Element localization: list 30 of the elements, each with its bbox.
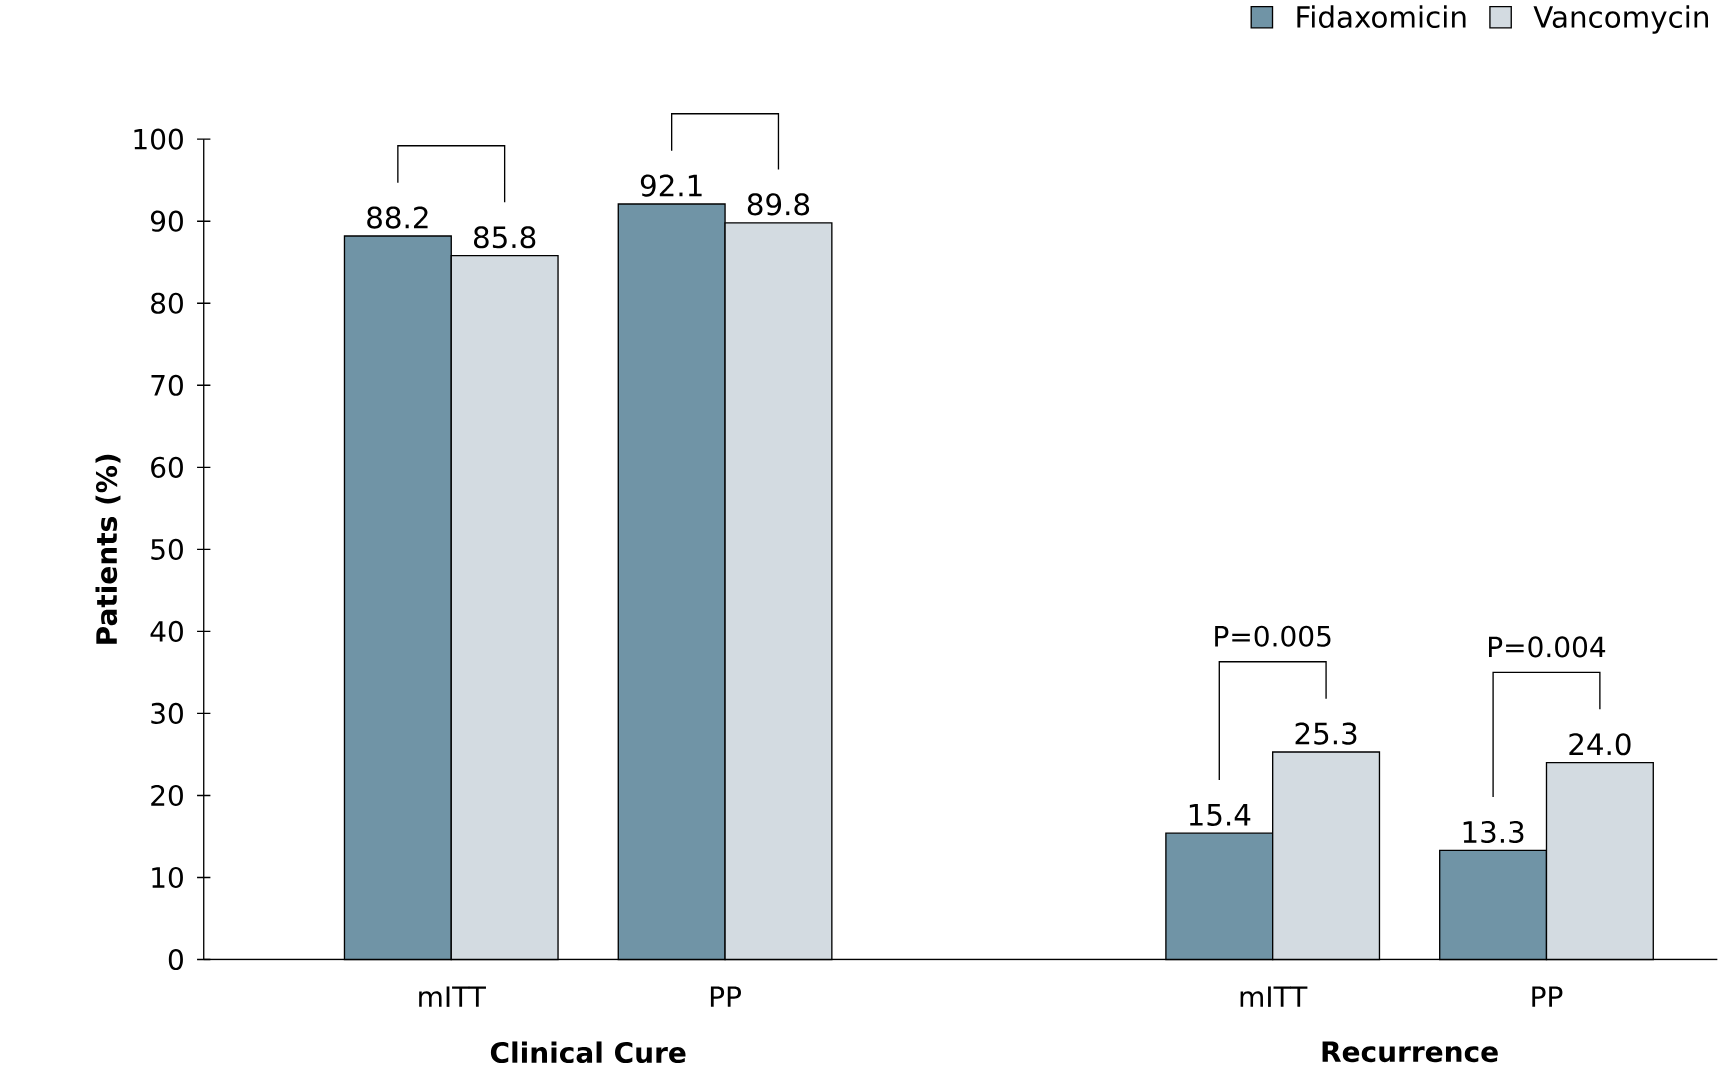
x-tick-label: PP <box>710 986 741 1007</box>
y-tick-label: 40 <box>150 620 183 642</box>
data-label: 89.8 <box>747 193 810 216</box>
x-tick-label: PP <box>1532 986 1563 1007</box>
y-tick-label: 70 <box>151 374 183 396</box>
data-label: 88.2 <box>367 206 428 229</box>
y-axis-title: Patients (%) <box>95 454 121 644</box>
data-label: 24.0 <box>1569 733 1631 756</box>
annotation: P=0.005 <box>1215 625 1331 647</box>
legend-label: Vancomycin <box>1533 5 1708 34</box>
y-tick-label: 50 <box>151 538 183 560</box>
y-tick-label: 30 <box>151 702 183 725</box>
x-tick-label: mITT <box>1240 986 1308 1007</box>
data-label: 15.4 <box>1189 804 1251 826</box>
y-tick-label: 10 <box>152 866 183 889</box>
legend-label: Fidaxomicin <box>1297 5 1466 29</box>
annotation: P=0.004 <box>1489 636 1606 658</box>
text: Recurrence <box>1322 1041 1498 1063</box>
y-tick-label: 90 <box>150 210 183 232</box>
y-tick-label: 80 <box>151 292 183 314</box>
y-tick-label: 0 <box>168 948 183 971</box>
y-tick-label: 60 <box>151 456 183 478</box>
data-label: 25.3 <box>1295 722 1357 745</box>
data-label: 13.3 <box>1463 820 1524 844</box>
text: Clinical Cure <box>490 1041 686 1064</box>
data-label: 92.1 <box>640 174 702 197</box>
y-tick-label: 20 <box>151 784 183 807</box>
x-tick-label: mITT <box>419 986 486 1007</box>
data-label: 85.8 <box>473 226 536 249</box>
y-tick-label: 100 <box>134 128 183 150</box>
